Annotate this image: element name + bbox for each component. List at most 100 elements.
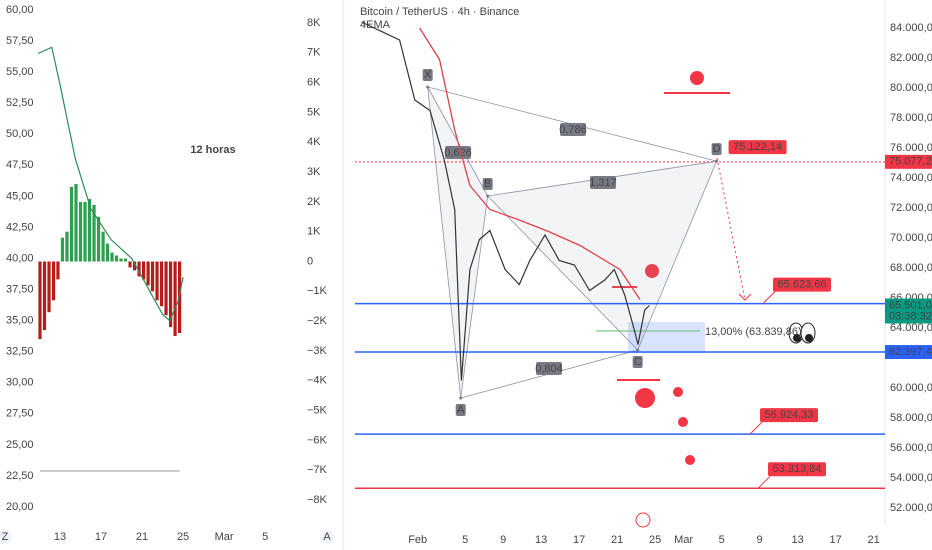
y-tick-label: 47,50 (6, 159, 34, 171)
pattern-point (715, 159, 719, 163)
price-line (361, 21, 650, 381)
y-tick-label: 52.000,00 (890, 502, 932, 514)
histogram-bar (42, 261, 47, 331)
ratio-label: 0,786 (559, 124, 587, 136)
x-tick-label: 13 (791, 534, 803, 546)
y-tick-label: 30,00 (6, 377, 34, 389)
y2-tick-label: 4K (307, 136, 321, 148)
histogram-bar (123, 258, 128, 262)
y-tick-label: 58.000,00 (890, 412, 932, 424)
histogram-bar (164, 261, 168, 316)
pattern-point-label: C (634, 356, 642, 368)
x-tick-label: 13 (535, 534, 547, 546)
y-tick-label: 55,00 (6, 66, 34, 78)
histogram-bar (56, 261, 60, 280)
histogram-bar (132, 261, 137, 271)
x-tick-label: 17 (573, 534, 585, 546)
histogram-bar (60, 237, 65, 262)
histogram-bar (114, 255, 119, 262)
histogram-bar (87, 198, 92, 262)
histogram-bar (69, 186, 74, 262)
scale-button-label: Z (2, 531, 9, 543)
y-tick-label: 64.000,00 (890, 322, 932, 334)
y-tick-label: 54.000,00 (890, 472, 932, 484)
x-tick-label: 21 (611, 534, 623, 546)
ratio-label: 0,626 (444, 147, 472, 159)
x-tick-label: Mar (674, 534, 693, 546)
histogram-bar (74, 183, 78, 262)
y-tick-label: 84.000,00 (890, 22, 932, 34)
pattern-line (487, 195, 638, 351)
level-label: 53.313,84 (773, 463, 822, 475)
pattern-fill (427, 86, 488, 399)
x-tick-label: 9 (757, 534, 763, 546)
histogram-bar (155, 261, 159, 301)
ratio-label: 0,804 (535, 363, 563, 375)
y-tick-label: 60.000,00 (890, 382, 932, 394)
pattern-line (460, 195, 489, 399)
y-tick-label: 52,50 (6, 97, 34, 109)
level-label-pointer (762, 291, 776, 304)
y-tick-label: 40,00 (6, 252, 34, 264)
y-tick-label: 27,50 (6, 408, 34, 420)
pattern-line (427, 86, 462, 399)
chart-title: Bitcoin / TetherUS · 4h · Binance (360, 6, 519, 18)
flash-icon (635, 512, 651, 528)
pattern-point-box (422, 68, 433, 81)
y-tick-label: 68.000,00 (890, 262, 932, 274)
x-tick-label: Mar (215, 531, 234, 543)
y-tick-label: 60,00 (6, 4, 34, 16)
histogram-bar (146, 261, 150, 286)
indicator-line (37, 46, 184, 322)
histogram-bar (92, 204, 96, 262)
y-tick-label: 37,50 (6, 283, 34, 295)
ratio-label: 1,317 (589, 177, 617, 189)
pattern-point-box (455, 404, 466, 417)
pattern-line (637, 161, 717, 351)
histogram-bar (177, 261, 182, 334)
scale-button[interactable] (0, 530, 12, 544)
pattern-fill (487, 161, 717, 351)
y-tick-label: 45,00 (6, 190, 34, 202)
pattern-point-label: B (484, 178, 491, 190)
pattern-point-box (711, 143, 722, 156)
y2-tick-label: −1K (307, 285, 328, 297)
pattern-point (636, 348, 640, 352)
y2-tick-label: 6K (307, 77, 321, 89)
projection (716, 157, 746, 301)
y-tick-label: 57,50 (6, 35, 34, 47)
chart-subtitle: 4EMA (360, 19, 391, 31)
histogram-bar (83, 201, 87, 262)
stop-icon (690, 71, 704, 85)
x-tick-label: 21 (136, 531, 148, 543)
axis-price-label: 62.397,44 (889, 346, 932, 358)
histogram-bar (105, 243, 110, 262)
last-price-label: 65.501,02 (889, 299, 932, 311)
pattern-point-box (632, 356, 643, 369)
point-price-box (728, 140, 787, 155)
histogram-bar (47, 261, 51, 313)
y-tick-label: 42,50 (6, 221, 34, 233)
level-label: 56.924,33 (765, 409, 814, 421)
stop-icon (635, 388, 655, 408)
histogram-bar (65, 231, 69, 262)
histogram-bar (141, 261, 146, 280)
y2-tick-label: −7K (307, 464, 328, 476)
y2-tick-label: 5K (307, 106, 321, 118)
y-tick-label: 72.000,00 (890, 202, 932, 214)
y2-tick-label: −8K (307, 494, 328, 506)
eyes (788, 322, 816, 344)
y2-tick-label: −2K (307, 315, 328, 327)
y-tick-label: 74.000,00 (890, 172, 932, 184)
pattern-point (459, 396, 463, 400)
y2-tick-label: 8K (307, 17, 321, 29)
histogram-bar (51, 261, 56, 301)
y-tick-label: 78.000,00 (890, 112, 932, 124)
y-tick-label: 25,00 (6, 439, 34, 451)
axis-price-box (885, 345, 932, 360)
scale-button[interactable] (320, 530, 334, 544)
last-price-box (885, 298, 932, 324)
level-label-box (768, 462, 826, 477)
